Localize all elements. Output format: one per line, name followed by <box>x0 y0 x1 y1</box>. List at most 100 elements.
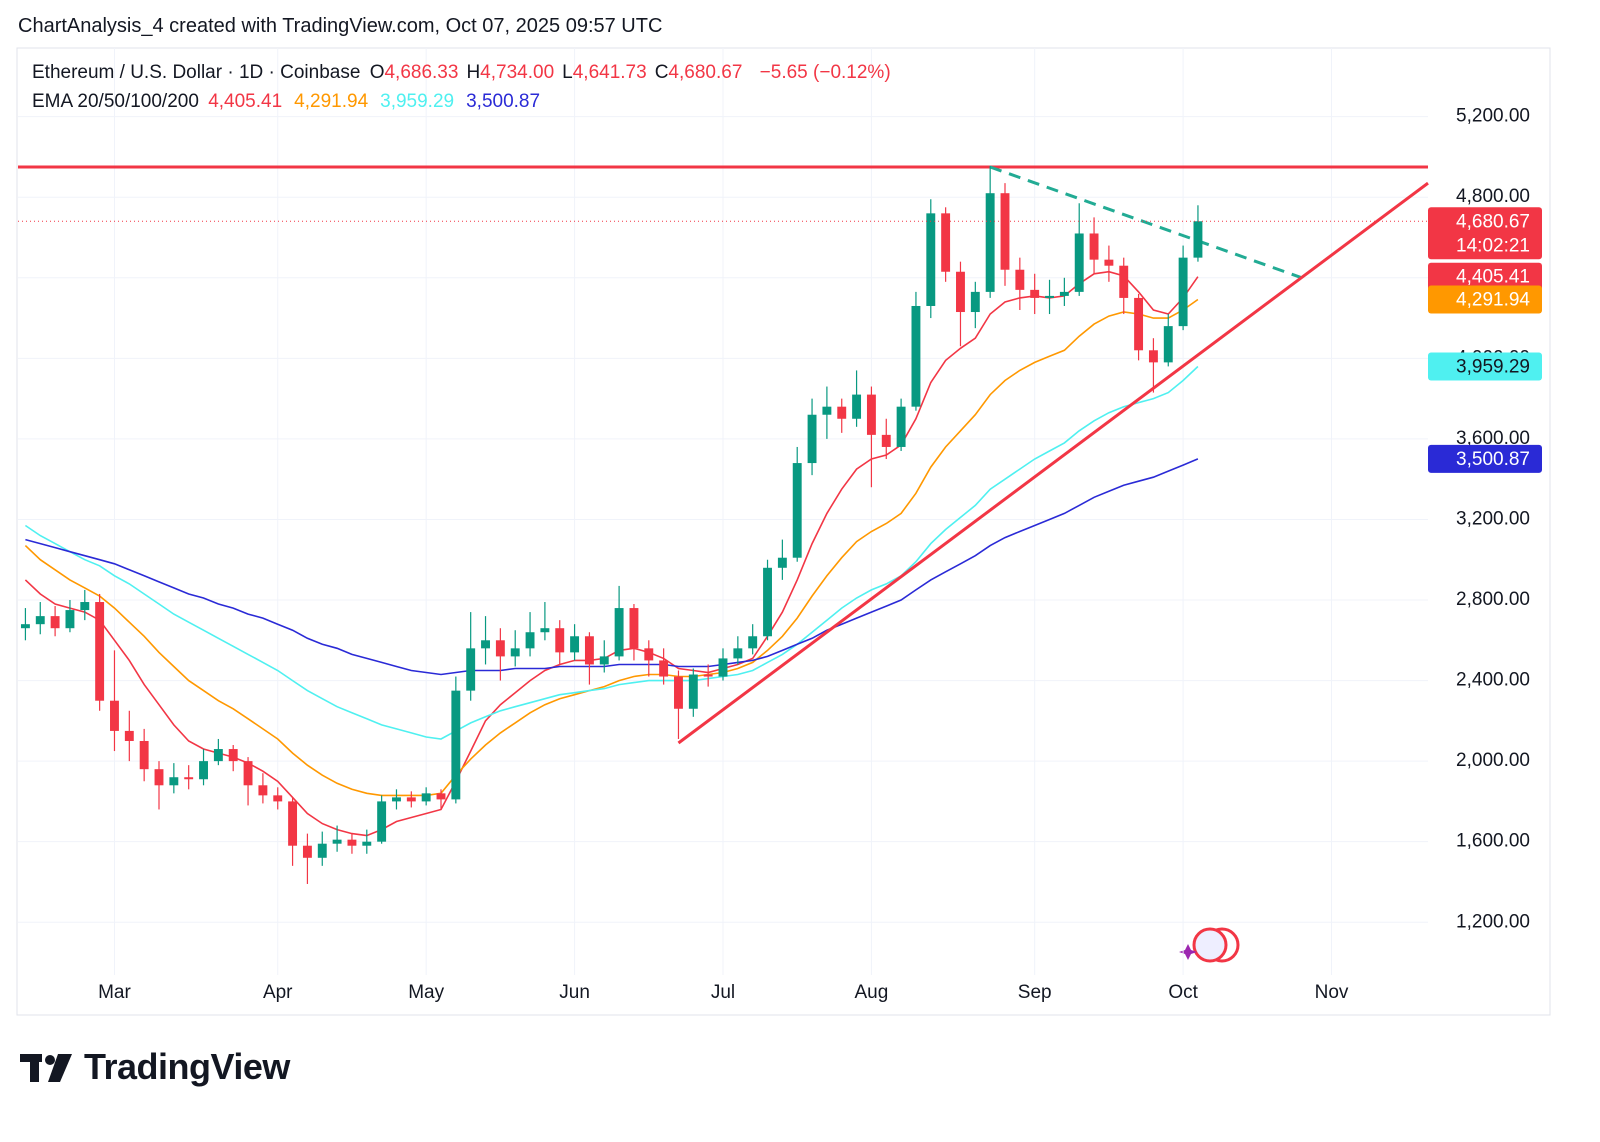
price-label: 4,405.41 <box>1456 267 1530 288</box>
candle-body <box>392 797 401 802</box>
indicator: EMA 20/50/100/200 <box>32 91 199 112</box>
ohlc-key: O <box>369 62 385 83</box>
candle-body <box>65 610 75 629</box>
candle-body <box>748 636 758 649</box>
x-tick-label: Oct <box>1168 982 1198 1003</box>
candle-body <box>80 602 90 611</box>
y-tick-label: 4,800.00 <box>1456 186 1530 207</box>
ema-line <box>25 458 1199 676</box>
candle-body <box>629 608 639 649</box>
ema-line <box>24 270 1199 837</box>
ohlc-key: C <box>654 62 669 83</box>
y-tick-label: 1,600.00 <box>1456 831 1530 852</box>
ema-line <box>24 365 1199 740</box>
ohlc-value: 4,641.73 <box>572 62 647 83</box>
candle-body <box>703 674 713 677</box>
brand-logo <box>20 1054 72 1082</box>
candle-body <box>525 632 535 649</box>
candle-body <box>243 761 253 786</box>
x-tick-label: Nov <box>1315 982 1349 1003</box>
x-tick-label: Sep <box>1018 982 1052 1003</box>
change: −5.65 (−0.12%) <box>759 62 891 83</box>
candle-body <box>451 690 461 800</box>
candle-body <box>837 406 847 419</box>
candle-body <box>139 740 149 770</box>
candle-body <box>540 628 550 633</box>
candle-body <box>421 793 431 802</box>
candle-body <box>1074 233 1084 292</box>
event-icon <box>1179 927 1240 963</box>
candle-body <box>614 608 624 657</box>
x-tick-label: Mar <box>98 982 131 1003</box>
x-tick-label: May <box>408 982 444 1003</box>
candle-body <box>866 394 876 435</box>
candle-body <box>570 636 580 653</box>
candle-body <box>199 761 208 780</box>
candle-body <box>154 769 164 786</box>
candle-body <box>970 291 980 313</box>
price-label-box <box>1428 352 1542 381</box>
candle-body <box>1045 295 1054 298</box>
candle-body <box>495 640 505 657</box>
candle-body <box>1000 193 1010 270</box>
y-tick-label: 3,600.00 <box>1456 428 1530 449</box>
candle-body <box>1059 291 1069 296</box>
candle-body <box>466 648 476 691</box>
candle-body <box>926 213 936 306</box>
candle-body <box>288 801 298 846</box>
candle-body <box>35 616 45 625</box>
candle-body <box>50 616 60 629</box>
candle-body <box>822 406 832 415</box>
ohlc-value: 4,680.67 <box>668 62 743 83</box>
candle-body <box>807 414 817 464</box>
candle-body <box>985 193 995 292</box>
candle-body <box>1030 289 1040 298</box>
y-tick-label: 2,000.00 <box>1456 750 1530 771</box>
y-tick-label: 3,200.00 <box>1456 508 1530 529</box>
candle-body <box>941 213 951 272</box>
candle-body <box>228 749 238 762</box>
candle-body <box>911 305 921 407</box>
candle-body <box>510 648 520 657</box>
candle-body <box>659 660 669 677</box>
candle-body <box>95 602 105 701</box>
trendline <box>989 165 1303 280</box>
candle-body <box>733 648 743 659</box>
candle-body <box>688 674 698 709</box>
candle-body <box>1015 269 1025 290</box>
grid <box>18 48 1428 975</box>
candle-body <box>273 795 283 802</box>
credit: ChartAnalysis_4 created with TradingView… <box>18 15 663 37</box>
ohlc-value: 4,686.33 <box>384 62 459 83</box>
candle-body <box>763 567 772 637</box>
ema-values: 4,405.41 4,291.94 3,959.29 3,500.87 <box>208 91 552 112</box>
candle-body <box>436 793 446 800</box>
last-price-box <box>1428 207 1542 260</box>
y-tick-label: 2,800.00 <box>1456 589 1530 610</box>
candle-body <box>881 434 891 447</box>
x-tick-label: Apr <box>263 982 293 1003</box>
candle-body <box>1104 259 1114 266</box>
candle-body <box>184 777 194 780</box>
x-tick-label: Aug <box>855 982 889 1003</box>
price-label-box <box>1428 285 1542 314</box>
candle-body <box>644 648 654 661</box>
price-label: 4,291.94 <box>1456 290 1530 311</box>
ema-value: 4,291.94 <box>294 91 369 112</box>
candle-body <box>1163 326 1173 363</box>
symbol: Ethereum / U.S. Dollar · 1D · Coinbase <box>32 62 361 83</box>
ema-line <box>24 298 1199 797</box>
candle-body <box>481 640 490 649</box>
candle-body <box>1178 257 1188 327</box>
trendline <box>677 181 1429 745</box>
y-tick-label: 1,200.00 <box>1456 911 1530 932</box>
candle-body <box>584 636 594 665</box>
candle-body <box>1134 297 1144 351</box>
ohlc-key: L <box>562 62 573 83</box>
ema-value: 3,500.87 <box>466 91 541 112</box>
candle-body <box>20 624 30 629</box>
price-label-box <box>1428 262 1542 291</box>
candle-body <box>347 839 357 846</box>
